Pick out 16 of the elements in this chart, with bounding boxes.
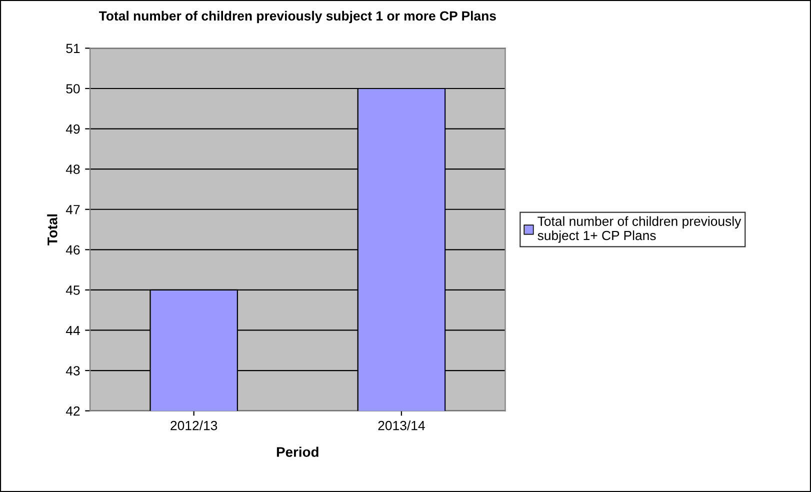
x-tick-label: 2012/13 [170, 420, 218, 430]
y-tick-label: 42 [66, 406, 80, 416]
y-tick-label: 46 [66, 245, 80, 255]
y-tick-label: 49 [66, 124, 80, 134]
legend-label: Total number of children previously subject 1+ CP Plans [538, 216, 742, 243]
x-axis-title: Period [276, 446, 318, 457]
y-tick-label: 43 [66, 366, 80, 376]
y-tick-label: 48 [66, 164, 80, 174]
chart-title: Total number of children previously subject 1 or more CP Plans [98, 10, 496, 24]
y-axis-title: Total [47, 214, 58, 246]
y-tick-label: 45 [66, 286, 80, 295]
y-tick-label: 47 [66, 205, 80, 214]
y-tick-label: 44 [66, 326, 80, 336]
y-tick-label: 51 [66, 44, 80, 54]
x-tick-label: 2013/14 [378, 420, 425, 430]
y-tick-label: 50 [66, 84, 80, 94]
